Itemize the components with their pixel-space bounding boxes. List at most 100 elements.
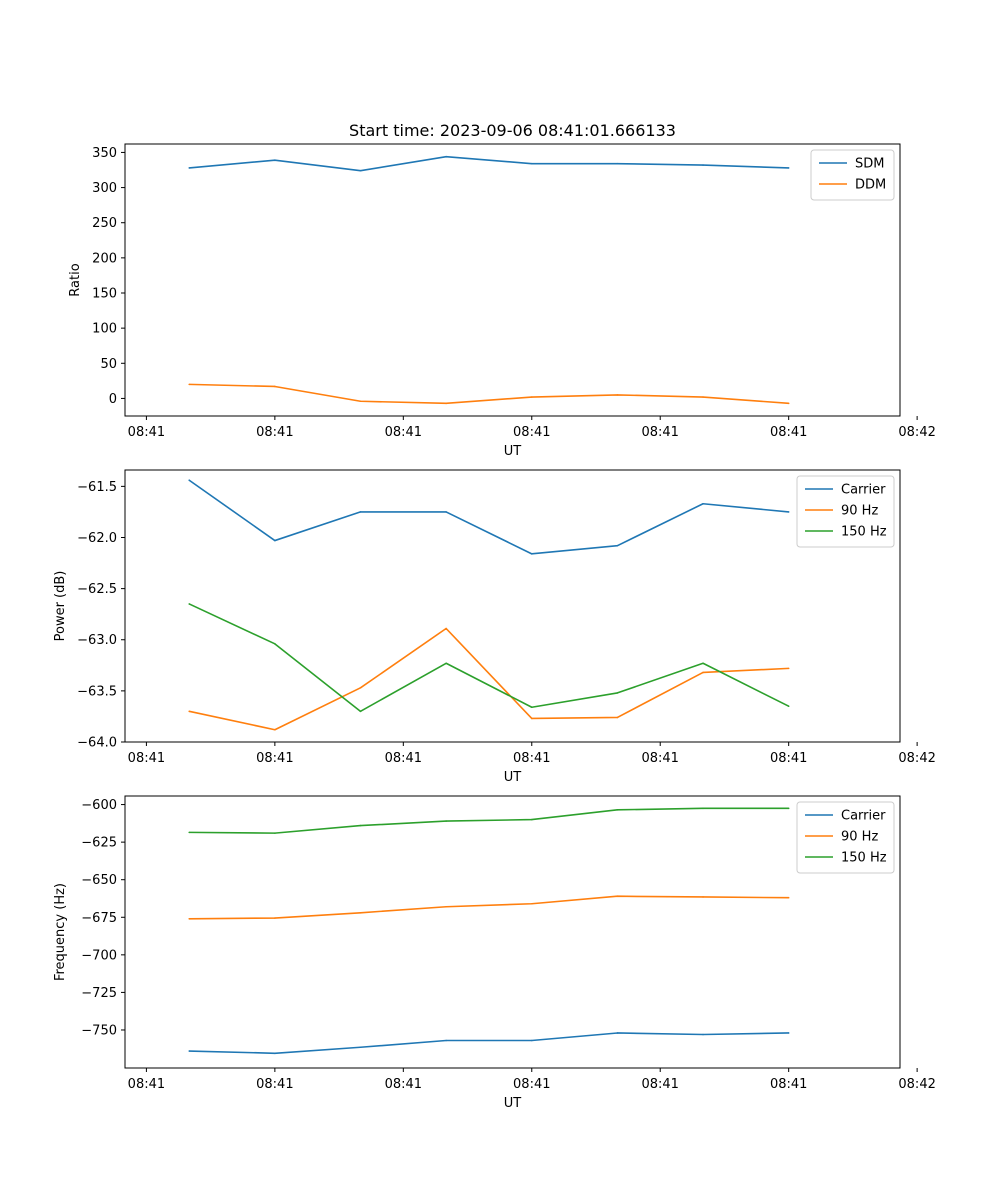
power-legend-box — [796, 475, 895, 548]
power-data-point — [274, 539, 276, 542]
frequency-x-tick-label: 08:41 — [256, 1077, 293, 1092]
frequency-data-point — [702, 807, 704, 810]
power-y-tick-label: −64.0 — [77, 736, 117, 751]
frequency-data-point — [787, 807, 790, 810]
frequency-data-point — [445, 1039, 447, 1042]
power-x-tick-label: 08:41 — [128, 751, 165, 766]
ratio-data-point — [530, 162, 533, 165]
frequency-legend-label: 150 Hz — [841, 851, 887, 866]
ratio-y-tick-label: 50 — [100, 357, 117, 372]
frequency-x-axis-label: UT — [504, 1096, 522, 1111]
frequency-x-tick-label: 08:41 — [385, 1077, 422, 1092]
power-x-tick-label: 08:42 — [898, 751, 935, 766]
frequency-data-point — [530, 902, 533, 905]
power-data-point — [702, 662, 704, 665]
frequency-data-point — [702, 1033, 704, 1036]
power-data-point — [274, 643, 276, 645]
power-y-tick-label: −63.0 — [77, 633, 117, 648]
power-data-point — [445, 627, 447, 630]
ratio-data-point — [359, 400, 362, 403]
frequency-y-tick-label: −675 — [81, 911, 117, 926]
ratio-x-tick-label: 08:41 — [513, 425, 550, 440]
frequency-data-point — [445, 820, 447, 822]
ratio-data-point — [188, 383, 191, 386]
frequency-data-point — [787, 896, 790, 899]
ratio-panel: Start time: 2023-09-06 08:41:01.666133 08… — [68, 121, 936, 459]
ratio-y-axis-label: Ratio — [68, 263, 83, 296]
frequency-x-tick-label: 08:42 — [898, 1077, 935, 1092]
power-data-point — [188, 603, 191, 605]
power-data-point — [530, 717, 533, 720]
power-x-tick-label: 08:41 — [641, 751, 678, 766]
frequency-y-tick-label: −625 — [81, 836, 117, 851]
power-legend-label: Carrier — [841, 483, 886, 498]
ratio-x-tick-label: 08:41 — [256, 425, 293, 440]
power-data-point — [616, 692, 619, 694]
frequency-data-point — [274, 917, 276, 919]
frequency-x-tick-label: 08:41 — [513, 1077, 550, 1092]
frequency-data-point — [188, 1050, 191, 1052]
power-series-line-150-hz — [188, 603, 790, 713]
frequency-data-point — [188, 831, 191, 834]
power-panel: 08:41 08:41 08:41 08:41 08:41 08:41 08:42 −64.0… — [53, 469, 936, 785]
ratio-series-line-ddm — [189, 383, 789, 405]
power-y-tick-label: −62.0 — [77, 531, 117, 546]
ratio-y-tick-label: 200 — [92, 251, 117, 266]
ratio-y-tick-label: 150 — [92, 287, 117, 302]
power-data-point — [616, 716, 619, 719]
power-data-point — [445, 662, 447, 665]
frequency-x-tick-label: 08:41 — [770, 1077, 807, 1092]
ratio-series-line-sdm — [189, 155, 789, 172]
power-x-tick-label: 08:41 — [385, 751, 422, 766]
ratio-legend: SDM DDM — [810, 149, 895, 201]
power-y-tick-label: −61.5 — [77, 480, 117, 495]
power-legend-label: 90 Hz — [841, 504, 878, 519]
frequency-data-point — [616, 895, 619, 898]
power-data-point — [530, 553, 533, 555]
power-y-axis-label: Power (dB) — [53, 571, 68, 642]
frequency-legend-label: 90 Hz — [841, 830, 878, 845]
frequency-data-point — [359, 911, 362, 914]
power-legend-label: 150 Hz — [841, 525, 887, 540]
frequency-data-point — [445, 905, 447, 908]
power-y-tick-label: −63.5 — [77, 684, 117, 699]
ratio-data-point — [445, 402, 447, 405]
frequency-x-tick-label: 08:41 — [128, 1077, 165, 1092]
power-x-tick-label: 08:41 — [256, 751, 293, 766]
power-data-point — [359, 687, 362, 689]
frequency-series-line-carrier — [189, 1032, 789, 1055]
ratio-data-point — [702, 164, 704, 166]
frequency-data-point — [530, 818, 533, 821]
ratio-y-tick-label: 350 — [92, 146, 117, 161]
power-series-line-carrier — [188, 479, 789, 555]
frequency-data-point — [616, 1032, 619, 1034]
power-x-tick-label: 08:41 — [770, 751, 807, 766]
power-data-point — [188, 479, 191, 482]
frequency-legend-box — [796, 801, 895, 874]
ratio-x-tick-label: 08:42 — [898, 425, 935, 440]
frequency-data-point — [359, 824, 362, 827]
ratio-data-point — [702, 396, 704, 398]
power-y-tick-label: −62.5 — [77, 582, 117, 597]
power-data-point — [616, 544, 619, 547]
ratio-data-point — [787, 167, 790, 169]
frequency-axes-frame — [124, 795, 901, 1069]
power-data-point — [359, 511, 362, 513]
frequency-data-point — [530, 1039, 533, 1042]
ratio-y-tick-label: 300 — [92, 181, 117, 196]
frequency-data-point — [616, 809, 619, 811]
ratio-data-point — [787, 402, 790, 405]
power-data-point — [359, 710, 362, 713]
frequency-y-tick-label: −750 — [81, 1023, 117, 1038]
frequency-data-point — [787, 1032, 790, 1034]
frequency-y-tick-label: −600 — [81, 798, 117, 813]
ratio-data-point — [359, 169, 362, 172]
ratio-x-tick-label: 08:41 — [128, 425, 165, 440]
frequency-legend: Carrier 90 Hz 150 Hz — [796, 801, 895, 874]
frequency-data-point — [274, 1052, 276, 1055]
ratio-data-point — [188, 167, 191, 169]
frequency-data-point — [702, 896, 704, 898]
frequency-legend-label: Carrier — [841, 809, 886, 824]
power-data-point — [702, 502, 704, 505]
